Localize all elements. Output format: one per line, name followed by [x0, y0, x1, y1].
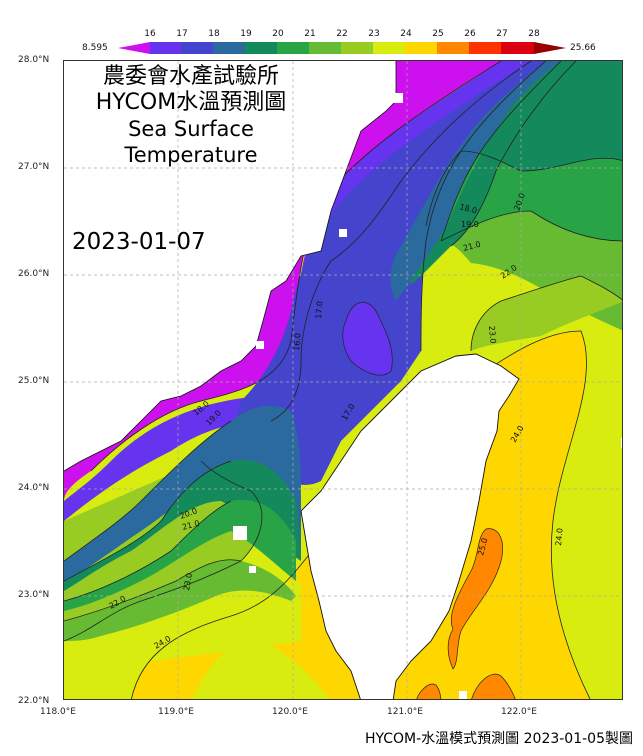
lat-label: 24.0°N	[18, 483, 50, 493]
sst-contour-map: 16.0 17.0 17.0 18.0 19.0 18.0 19.0 20.0 …	[64, 61, 622, 699]
contour-label: 18.0	[458, 202, 478, 215]
legend-tick: 18	[208, 29, 220, 39]
colorbar-legend: 8.595 25.66 16 17 18 19 20 21 22 23 24 2…	[0, 0, 643, 56]
lat-label: 27.0°N	[18, 162, 50, 172]
sst-map: 16.0 17.0 17.0 18.0 19.0 18.0 19.0 20.0 …	[63, 60, 623, 700]
contour-label: 23.0	[182, 572, 194, 591]
legend-tick: 23	[368, 29, 380, 39]
legend-tick: 28	[528, 29, 540, 39]
lon-label: 118.0°E	[40, 707, 76, 717]
legend-tick: 16	[144, 29, 156, 39]
legend-tick: 25	[432, 29, 444, 39]
legend-tick: 21	[304, 29, 316, 39]
lon-label: 121.0°E	[387, 707, 423, 717]
lon-label: 120.0°E	[272, 707, 308, 717]
lat-label: 25.0°N	[18, 376, 50, 386]
forecast-date: 2023-01-07	[72, 229, 206, 255]
contour-label: 23.0	[487, 325, 498, 344]
title-sea-surface: Sea Surface	[128, 117, 254, 141]
contour-label: 16.0	[292, 333, 303, 352]
lat-label: 23.0°N	[18, 590, 50, 600]
legend-max-label: 25.66	[570, 43, 596, 53]
legend-tick: 19	[240, 29, 252, 39]
lat-label: 22.0°N	[18, 696, 50, 706]
contour-label: 17.0	[314, 301, 325, 320]
lon-label: 119.0°E	[158, 707, 194, 717]
footer-caption: HYCOM-水溫模式預測圖 2023-01-05製圖	[364, 731, 633, 747]
lat-label: 28.0°N	[18, 55, 50, 65]
colorbar-graphic	[118, 42, 566, 54]
legend-tick: 22	[336, 29, 348, 39]
lon-label: 122.0°E	[501, 707, 537, 717]
legend-tick: 26	[464, 29, 476, 39]
map-title: 農委會水產試驗所 HYCOM水溫預測圖 Sea Surface Temperat…	[62, 64, 320, 168]
contour-label: 21.0	[462, 240, 482, 253]
legend-tick: 27	[496, 29, 508, 39]
lat-label: 26.0°N	[18, 269, 50, 279]
legend-tick: 20	[272, 29, 284, 39]
title-temperature: Temperature	[124, 143, 258, 167]
legend-tick: 24	[400, 29, 412, 39]
contour-label: 24.0	[554, 528, 565, 547]
contour-label: 21.0	[181, 519, 201, 532]
contour-label: 19.0	[461, 220, 479, 229]
title-institute: 農委會水產試驗所	[102, 64, 279, 89]
title-hycom: HYCOM水溫預測圖	[95, 90, 287, 115]
legend-tick: 17	[176, 29, 188, 39]
legend-min-label: 8.595	[82, 43, 108, 53]
contour-label: 25.0	[476, 537, 489, 557]
